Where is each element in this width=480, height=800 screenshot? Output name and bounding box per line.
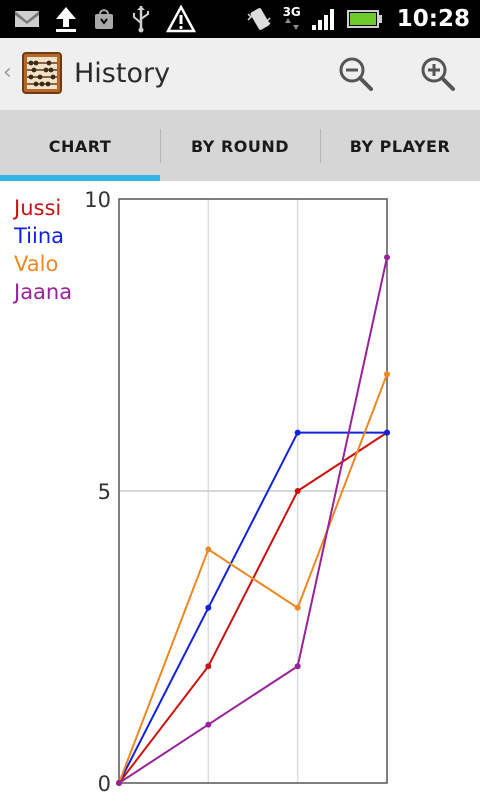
status-bar: 3G 10:28 xyxy=(0,0,480,38)
action-bar: ‹ History xyxy=(0,38,480,111)
series-line-valo xyxy=(118,373,388,784)
usb-icon xyxy=(133,6,149,33)
data-point-jussi-2 xyxy=(294,488,301,494)
series-line-jussi xyxy=(118,431,388,784)
plot-frame xyxy=(118,198,388,784)
legend-entry-jaana: Jaana xyxy=(14,280,73,304)
up-caret-icon[interactable]: ‹ xyxy=(3,60,12,85)
clock: 10:28 xyxy=(396,6,470,32)
network-type-indicator: 3G xyxy=(283,6,301,32)
data-point-valo-2 xyxy=(294,604,301,611)
data-point-valo-3 xyxy=(384,371,390,378)
y-tick-label-2: 10 xyxy=(84,188,111,212)
warning-icon xyxy=(166,5,196,33)
upload-icon xyxy=(56,7,76,32)
legend-entry-tiina: Tiina xyxy=(14,224,65,248)
tab-by-round[interactable]: BY ROUND xyxy=(160,111,320,181)
zoom-out-icon[interactable] xyxy=(336,54,376,94)
market-icon xyxy=(95,9,113,29)
legend-entry-valo: Valo xyxy=(14,252,59,276)
tab-chart[interactable]: CHART xyxy=(0,111,160,181)
zoom-in-icon[interactable] xyxy=(418,54,458,94)
data-point-jaana-2 xyxy=(294,663,301,670)
tab-by-player[interactable]: BY PLAYER xyxy=(320,111,480,181)
data-point-jussi-1 xyxy=(205,663,212,670)
series-line-tiina xyxy=(118,431,387,784)
y-tick-label-0: 0 xyxy=(98,772,111,796)
chart-legend: Jussi Tiina Valo Jaana xyxy=(14,194,72,306)
data-point-jaana-0 xyxy=(116,780,122,786)
data-point-tiina-3 xyxy=(384,429,390,436)
data-point-valo-1 xyxy=(205,546,212,553)
data-point-tiina-2 xyxy=(294,429,301,436)
data-point-jaana-1 xyxy=(205,721,212,728)
screen-title: History xyxy=(74,58,171,89)
y-tick-label-1: 5 xyxy=(98,480,111,504)
data-point-tiina-1 xyxy=(205,604,212,611)
vibrate-icon xyxy=(247,8,271,30)
legend-entry-jussi: Jussi xyxy=(14,196,62,220)
score-history-chart: 0 5 10 xyxy=(84,188,390,796)
battery-icon xyxy=(346,10,382,28)
gmail-icon xyxy=(15,11,39,27)
tab-bar: CHART BY ROUND BY PLAYER xyxy=(0,111,480,181)
signal-icon xyxy=(311,9,334,30)
data-point-jaana-3 xyxy=(384,254,390,261)
series-line-jaana xyxy=(118,257,388,784)
abacus-logo-icon[interactable] xyxy=(22,52,62,94)
data-activity-icon xyxy=(284,17,299,30)
